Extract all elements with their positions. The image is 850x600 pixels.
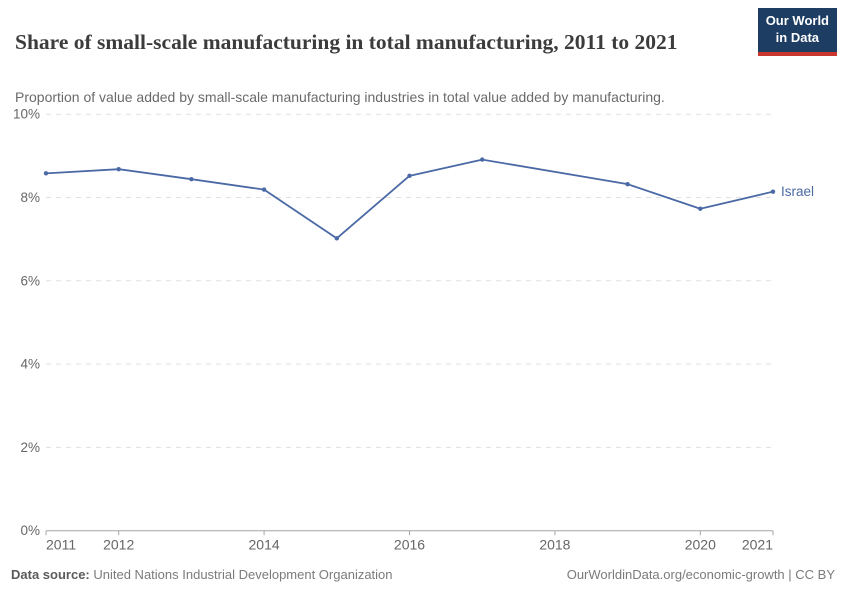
y-tick-label: 8% [20, 190, 40, 205]
y-tick-label: 6% [20, 273, 40, 288]
data-point[interactable] [698, 206, 703, 211]
data-point[interactable] [407, 173, 412, 179]
data-point[interactable] [625, 181, 630, 187]
y-tick-label: 10% [13, 107, 40, 122]
chart-title: Share of small-scale manufacturing in to… [15, 30, 678, 55]
owid-logo-line1: Our World [765, 13, 829, 28]
y-tick-label: 0% [20, 523, 40, 538]
x-tick-label: 2016 [394, 537, 425, 553]
footer-attribution[interactable]: OurWorldinData.org/economic-growth | CC … [566, 567, 835, 582]
data-point[interactable] [770, 189, 776, 194]
chart-footer: Data source: United Nations Industrial D… [11, 567, 835, 582]
x-tick-label: 2018 [539, 537, 570, 553]
data-point[interactable] [334, 236, 339, 241]
data-point[interactable] [261, 187, 267, 192]
line-chart[interactable]: 0% 2% 4% 6% 8% 10% 2011 2012 2014 2016 2018 2020 202… [0, 95, 850, 565]
y-tick-label: 2% [20, 440, 40, 455]
x-tick-label: 2021 [742, 537, 773, 553]
data-point[interactable] [189, 176, 194, 182]
x-tick-label: 2012 [103, 537, 134, 553]
data-source: Data source: United Nations Industrial D… [11, 567, 393, 582]
data-point[interactable] [480, 157, 485, 162]
x-tick-label: 2020 [685, 537, 716, 553]
data-point[interactable] [43, 171, 49, 176]
owid-logo[interactable]: Our World in Data [757, 8, 837, 56]
data-point[interactable] [116, 166, 121, 172]
data-source-value: United Nations Industrial Development Or… [89, 567, 393, 582]
owid-logo-line2: in Data [775, 29, 820, 45]
data-source-label: Data source: [11, 567, 90, 582]
series-end-label[interactable]: Israel [781, 184, 814, 199]
x-tick-label: 2011 [46, 537, 76, 553]
chart-subtitle: Proportion of value added by small-scale… [15, 89, 665, 105]
x-tick-label: 2014 [249, 537, 280, 553]
y-tick-label: 4% [20, 357, 40, 372]
data-line[interactable] [45, 158, 774, 240]
